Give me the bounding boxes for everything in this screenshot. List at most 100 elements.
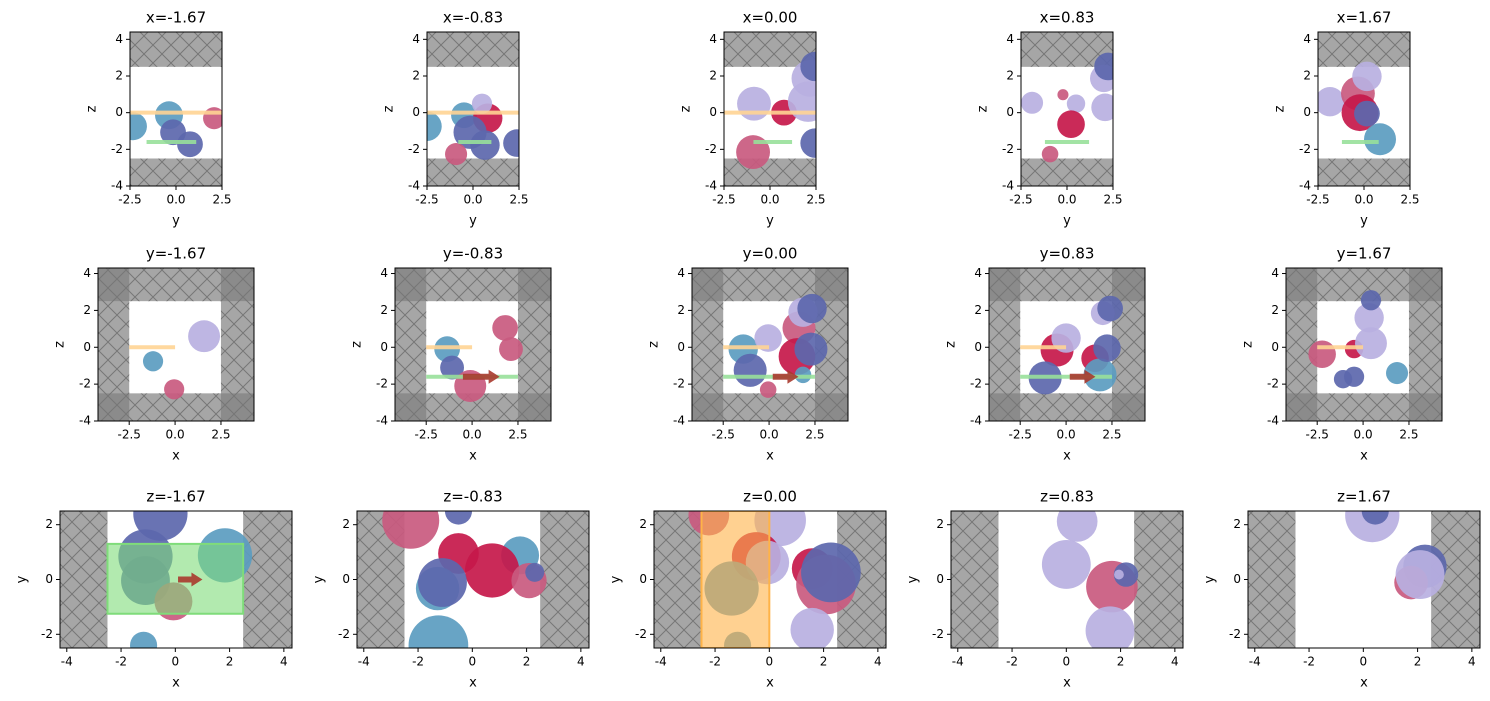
hatch-pattern: [989, 268, 1021, 421]
x-axis-label: x: [469, 676, 477, 691]
plot-area: [395, 268, 551, 421]
x-tick-label: 0.0: [1354, 193, 1373, 207]
x-axis-label: y: [766, 214, 774, 229]
y-tick-label: -2: [705, 142, 717, 156]
sphere-section: [525, 562, 545, 582]
sphere-section: [754, 324, 782, 352]
sphere-section: [800, 128, 816, 158]
y-axis-label: z: [944, 341, 959, 348]
subplot: -2.5 0.0 2.5 -4 -2 0 2 4 x=1.67 y z: [1273, 9, 1420, 229]
hatch-pattern: [395, 268, 427, 421]
plot-area: [1021, 32, 1113, 186]
subplot-title: z=-0.83: [443, 488, 502, 506]
y-tick-label: -4: [673, 414, 685, 428]
subplot: -2.5 0.0 2.5 -4 -2 0 2 4 y=0.00 x z: [647, 245, 849, 464]
subplot-title: x=-0.83: [443, 9, 503, 27]
sphere-section: [440, 355, 465, 380]
x-tick-label: 2: [1117, 655, 1125, 669]
subplot: -4 -2 0 2 4 -2 0 2 z=-1.67 x y: [15, 488, 293, 691]
sphere-section: [503, 129, 519, 157]
x-tick-label: 4: [280, 655, 288, 669]
sphere-section: [1094, 52, 1113, 81]
sphere-section: [1041, 540, 1091, 589]
sphere-section: [1091, 93, 1113, 122]
sphere-section: [797, 293, 827, 324]
x-tick-label: 0.0: [760, 193, 779, 207]
x-tick-label: 0.0: [463, 193, 482, 207]
sphere-section: [142, 351, 164, 372]
x-tick-label: 2.5: [805, 428, 824, 442]
y-tick-label: 2: [936, 517, 944, 531]
x-tick-label: 0: [469, 655, 477, 669]
y-tick-label: 4: [1006, 32, 1014, 46]
hatch-pattern: [60, 511, 108, 648]
sphere-section: [499, 337, 523, 362]
hatch-pattern: [1021, 158, 1113, 186]
subplot-title: y=-0.83: [443, 245, 503, 263]
x-tick-label: -2: [115, 655, 127, 669]
subplot-title: x=0.83: [1040, 9, 1095, 27]
x-tick-label: 0.0: [1057, 428, 1076, 442]
hatch-pattern: [98, 268, 130, 421]
sphere-section: [1318, 86, 1345, 117]
plot-area: [1318, 32, 1410, 186]
plot-area: [98, 268, 254, 421]
x-tick-label: -4: [358, 655, 370, 669]
y-tick-label: -2: [338, 627, 350, 641]
subplot: -4 -2 0 2 4 -2 0 2 z=1.67 x y: [1203, 488, 1481, 691]
sphere-section: [1360, 290, 1382, 311]
y-tick-label: 2: [342, 517, 350, 531]
y-tick-label: -4: [970, 414, 982, 428]
y-axis-label: z: [1273, 105, 1288, 112]
x-axis-label: x: [766, 449, 774, 464]
y-tick-label: -2: [376, 377, 388, 391]
x-axis-label: x: [172, 676, 180, 691]
y-tick-label: -4: [1299, 179, 1311, 193]
sphere-section: [1114, 569, 1124, 580]
subplot: -2.5 0.0 2.5 -4 -2 0 2 4 x=0.00 y z: [679, 9, 826, 229]
y-tick-label: -2: [41, 627, 53, 641]
hatch-pattern: [1286, 268, 1318, 421]
y-tick-label: 0: [380, 340, 388, 354]
x-tick-label: 0.0: [1354, 428, 1373, 442]
y-axis-label: z: [382, 105, 397, 112]
axes-frame: [988, 267, 1146, 422]
x-axis-label: x: [469, 449, 477, 464]
y-tick-label: -2: [408, 142, 420, 156]
hatch-pattern: [220, 268, 254, 421]
x-axis-label: x: [1063, 676, 1071, 691]
y-tick-label: 2: [1006, 69, 1014, 83]
y-tick-label: -4: [111, 179, 123, 193]
y-tick-label: 0: [974, 340, 982, 354]
sphere-section: [444, 511, 473, 525]
x-axis-label: y: [172, 214, 180, 229]
sphere-section: [801, 542, 861, 603]
subplot: -4 -2 0 2 4 -2 0 2 z=0.83 x y: [906, 488, 1184, 691]
x-tick-label: -2: [709, 655, 721, 669]
y-tick-label: 0: [936, 572, 944, 586]
x-tick-label: -4: [61, 655, 73, 669]
sphere-section: [445, 143, 468, 166]
sphere-section: [1386, 362, 1409, 385]
x-tick-label: -2.5: [1009, 193, 1032, 207]
sphere-section: [1343, 366, 1365, 387]
x-axis-label: x: [1360, 449, 1368, 464]
x-tick-label: -2.5: [712, 193, 735, 207]
sphere-section: [1395, 550, 1445, 599]
sphere-section: [471, 93, 493, 114]
sphere-section: [1021, 91, 1044, 114]
y-axis-label: z: [976, 105, 991, 112]
y-tick-label: -2: [79, 377, 91, 391]
plot-area: [989, 268, 1145, 421]
x-tick-label: -2.5: [414, 428, 437, 442]
x-tick-label: 2: [226, 655, 234, 669]
subplot-title: x=1.67: [1337, 9, 1392, 27]
subplot-title: y=-1.67: [146, 245, 206, 263]
subplot-title: y=1.67: [1337, 245, 1392, 263]
y-tick-label: 0: [1271, 340, 1279, 354]
subplot: -4 -2 0 2 4 -2 0 2 z=0.00 x y: [609, 488, 887, 691]
sphere-section: [794, 332, 828, 366]
x-tick-label: 0.0: [760, 428, 779, 442]
x-tick-label: 2.5: [806, 193, 825, 207]
x-tick-label: -2.5: [415, 193, 438, 207]
